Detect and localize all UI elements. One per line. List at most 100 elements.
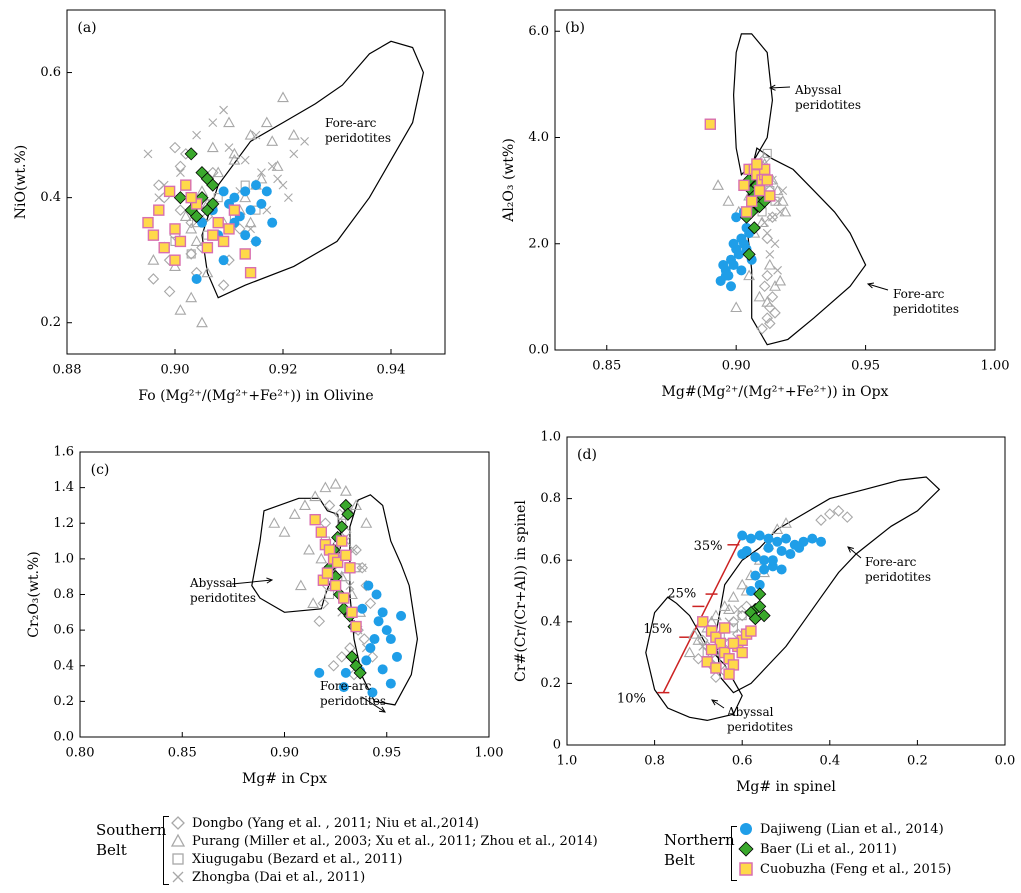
purang-point	[727, 591, 740, 602]
panel-a: 0.88 0.90 0.92 0.94 0.2 0.4 0.6 Fo (Mg²⁺/(Mg²⁺+…	[13, 9, 446, 404]
dajiweng-point	[365, 642, 376, 653]
melting-label-10: 10%	[617, 691, 646, 706]
purang-point	[303, 543, 315, 555]
dongbo-point	[366, 651, 379, 663]
purang-point	[753, 290, 766, 302]
x-tick-label: 0.0	[995, 754, 1016, 769]
purang-point	[174, 304, 187, 315]
dajiweng-point	[726, 281, 736, 292]
field-arrowhead-5	[847, 546, 854, 553]
dajiweng-point	[251, 236, 261, 247]
dongbo-point	[350, 544, 362, 556]
dajiweng-point	[737, 530, 748, 541]
plot-frame	[79, 451, 490, 738]
purang-point	[206, 141, 219, 153]
cuobuzha-point	[185, 191, 197, 204]
purang-point	[260, 116, 273, 128]
dajiweng-point	[772, 536, 783, 547]
baer-point	[190, 209, 204, 223]
purang-point	[771, 184, 784, 196]
dajiweng-point	[807, 533, 818, 544]
purang-point	[309, 490, 322, 502]
field-arrow-6	[711, 699, 725, 709]
x-tick-label: 0.85	[168, 746, 197, 761]
zhongba-point	[768, 212, 777, 222]
dajiweng-point	[759, 564, 770, 575]
y-tick-label: 0.4	[53, 658, 74, 673]
dongbo-point	[174, 204, 187, 216]
legend-text-purang: Purang (Miller et al., 2003; Xu et al., …	[192, 833, 598, 849]
zhongba-point	[762, 228, 772, 238]
field-label-1: Abyssal peridotites	[794, 83, 861, 112]
baer-point	[748, 612, 762, 626]
cuobuzha-point	[736, 646, 748, 659]
cuobuzha-point	[761, 174, 773, 186]
dajiweng-point	[367, 687, 378, 698]
purang-point	[228, 147, 241, 159]
panel-d: 1.0 0.8 0.6 0.4 0.2 0.0 0 0.2 0.4 0.6 0.8 1.0 Mg# in…	[513, 430, 1015, 796]
dajiweng-point	[191, 273, 202, 284]
zhongba-point	[765, 249, 775, 259]
x-tick-label: 0.95	[851, 359, 880, 374]
dajiweng-point	[218, 255, 229, 266]
cuobuzha-point	[329, 579, 342, 592]
panel-label: (b)	[565, 20, 585, 36]
xiugugabu-point	[186, 249, 196, 259]
series-zhongba	[760, 175, 788, 275]
cuobuzha-point	[169, 254, 181, 266]
dongbo-point	[358, 633, 371, 645]
dongbo-diamond-icon	[171, 816, 185, 830]
y-axis-label: Cr#(Cr/(Cr+Al)) in spinel	[513, 500, 529, 682]
dongbo-point	[766, 291, 779, 303]
legend-text-dongbo: Dongbo (Yang et al. , 2011; Niu et al.,2…	[192, 815, 479, 831]
dongbo-point	[313, 615, 326, 627]
purang-triangle-icon	[170, 833, 186, 847]
dongbo-point	[317, 597, 330, 610]
dajiweng-point	[816, 536, 827, 547]
field-arrowhead-4	[378, 706, 386, 713]
zhongba-point	[240, 155, 250, 165]
melting-label-25: 25%	[667, 587, 696, 602]
purang-point	[212, 166, 225, 178]
purang-point	[730, 301, 743, 313]
zhongba-point	[176, 168, 185, 178]
x-tick-label: 0.8	[644, 754, 665, 769]
cuobuzha-point	[163, 185, 176, 198]
cuobuzha-point	[704, 118, 716, 130]
zhongba-point	[273, 174, 282, 184]
baer-point	[341, 507, 355, 521]
baer-point	[742, 247, 756, 261]
zhongba-point	[284, 193, 293, 203]
series-dajiweng	[737, 530, 827, 596]
plot-frame	[566, 436, 1006, 746]
dongbo-point	[756, 322, 768, 335]
legend-southern-brace	[163, 816, 164, 884]
purang-point	[743, 269, 756, 281]
y-tick-label: 1.0	[53, 551, 74, 566]
dajiweng-point	[391, 651, 402, 662]
dajiweng-point	[240, 230, 251, 241]
purang-point	[718, 600, 731, 611]
purang-point	[223, 116, 235, 128]
purang-point	[294, 579, 307, 591]
dongbo-point	[761, 232, 774, 245]
cuobuzha-point	[153, 204, 165, 216]
field-arrow-2	[867, 283, 889, 291]
x-tick-label: 0.90	[270, 746, 299, 761]
field-label-0: Fore-arc peridotites	[325, 116, 391, 145]
dongbo-point	[824, 508, 836, 520]
zhongba-point	[775, 207, 785, 217]
dajiweng-point	[377, 664, 388, 675]
dongbo-point	[761, 269, 774, 282]
legend-northern-label: Northern Belt	[664, 831, 735, 869]
legend-item-dongbo: Dongbo (Yang et al. , 2011; Niu et al.,2…	[170, 814, 479, 832]
zhongba-point	[267, 161, 277, 171]
dajiweng-point	[363, 580, 374, 591]
dongbo-point	[147, 273, 160, 285]
dongbo-point	[815, 514, 827, 526]
dajiweng-point	[718, 260, 729, 270]
xiugugabu-point	[737, 611, 747, 621]
dajiweng-point	[240, 186, 251, 197]
legend-northern-brace-bottom	[731, 880, 737, 881]
dongbo-point	[163, 285, 176, 298]
